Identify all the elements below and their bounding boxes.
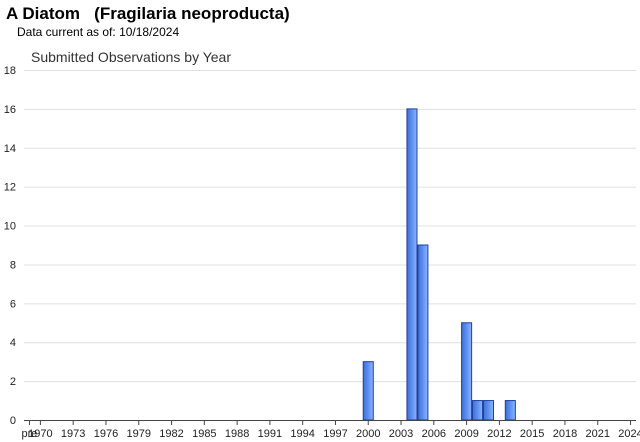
x-tick-label: 1985 [192,428,216,440]
x-tick-label: 1997 [323,428,347,440]
bar [472,400,484,421]
y-tick-label: 4 [10,337,16,349]
x-tick-label: 2006 [422,428,446,440]
x-tick-label: 2018 [553,428,577,440]
species-scientific-name: (Fragilaria neoproducta) [94,4,290,23]
y-axis-ticks: 0 2 4 6 8 10 12 14 16 18 [4,65,16,427]
bar [482,400,494,421]
x-tick-label: 2021 [586,428,610,440]
y-tick-label: 12 [4,182,16,194]
x-tick-label: 1976 [94,428,118,440]
y-tick-label: 16 [4,104,16,116]
page-title: A Diatom (Fragilaria neoproducta) [6,4,290,24]
y-tick-label: 8 [10,259,16,271]
y-tick-label: 0 [10,415,16,427]
bars [362,108,516,421]
data-current-label: Data current as of: [17,25,116,39]
x-tick-label: 2003 [389,428,413,440]
bar [417,244,429,421]
gridlines [24,70,636,383]
y-tick-label: 6 [10,298,16,310]
chart-title: Submitted Observations by Year [31,49,232,65]
x-tick-label: 2015 [520,428,544,440]
y-tick-label: 2 [10,376,16,388]
x-tick-label: 1991 [258,428,282,440]
y-tick-label: 14 [4,143,16,155]
data-current-date: 10/18/2024 [119,25,180,39]
bar [504,400,516,421]
x-tick-label: 1988 [225,428,249,440]
x-tick-label: 2024 [618,428,640,440]
x-tick-label: 2009 [454,428,478,440]
bar [461,322,473,421]
bar [406,108,418,421]
x-tick-label: pre [22,428,38,440]
x-tick-label: 1979 [127,428,151,440]
species-common-name: A Diatom [6,4,80,23]
x-tick-label: 1970 [28,428,52,440]
x-tick-label: 1982 [159,428,183,440]
x-tick-label: 1973 [61,428,85,440]
bar [362,361,374,421]
data-current-line: Data current as of: 10/18/2024 [17,25,179,39]
x-tick-label: 2012 [487,428,511,440]
y-tick-label: 10 [4,221,16,233]
y-tick-label: 18 [4,65,16,77]
x-tick-label: 1994 [290,428,314,440]
x-tick-label: 2000 [356,428,380,440]
